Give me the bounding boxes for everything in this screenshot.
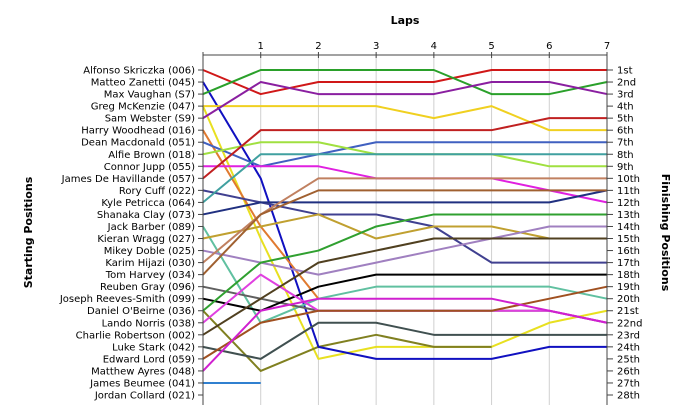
series-line [202,189,607,276]
starting-position-label: Joseph Reeves-Smith (099) [59,294,195,305]
starting-position-label: Sam Webster (S9) [105,114,195,125]
starting-position-label: Kieran Wragg (027) [97,234,195,245]
x-tick-labels: 1 2 3 4 5 6 7 [258,41,611,52]
series-line [202,297,608,372]
finishing-position-label: 10th [617,174,640,185]
series-line [202,153,607,204]
starting-position-label: Jack Barber (089) [107,222,195,233]
finishing-position-label: 13th [617,210,640,221]
finishing-position-label: 1st [617,66,633,77]
series-line [202,225,608,324]
series-line [202,69,608,96]
finishing-position-label: 14th [617,222,640,233]
x-axis-title: Laps [391,14,420,27]
finishing-position-label: 5th [617,114,634,125]
series-line [202,285,608,360]
finishing-position-label: 27th [617,378,640,389]
finishing-position-label: 2nd [617,78,636,89]
starting-position-label: Reuben Gray (096) [100,282,195,293]
finishing-position-label: 8th [617,150,634,161]
finishing-position-label: 6th [617,126,634,137]
finishing-position-label: 3rd [617,90,634,101]
finishing-position-label: 21st [617,306,639,317]
finishing-position-label: 15th [617,234,640,245]
x-tick-label: 1 [258,41,264,52]
finishing-position-label: 16th [617,246,640,257]
starting-position-label: Alfie Brown (018) [108,150,195,161]
x-tick-label: 5 [488,41,494,52]
series-line [202,177,607,264]
starting-position-label: Greg McKenzie (047) [91,102,195,113]
series-line [202,285,608,324]
extra-series-line [202,105,608,360]
series-line [202,117,607,180]
finishing-position-label: 7th [617,138,634,149]
finishing-position-label: 11th [617,186,640,197]
starting-position-labels: Alfonso Skriczka (006)Matteo Zanetti (04… [59,55,204,405]
starting-position-label: Jordan Collard (021) [94,391,195,402]
series-lines [202,69,608,384]
series-line [202,81,608,119]
extra-series-line [202,310,492,372]
starting-position-label: Shanaka Clay (073) [97,210,195,221]
starting-position-label: James Beumee (041) [89,378,195,389]
finishing-position-label: 20th [617,294,640,305]
starting-position-label: Matthew Ayres (048) [91,366,195,377]
series-line [202,225,607,276]
starting-position-label: Max Vaughan (S7) [104,90,195,101]
finishing-position-label: 17th [617,258,640,269]
x-tick-label: 6 [546,41,552,52]
starting-position-label: Alfonso Skriczka (006) [83,66,195,77]
x-tick-label: 4 [431,41,437,52]
starting-position-label: Luke Stark (042) [112,342,195,353]
series-line [202,213,607,312]
series-line [202,237,607,336]
finishing-position-label: 28th [617,391,640,402]
y-axis-title-right: Finishing Positions [659,174,672,292]
starting-position-label: Karim Hijazi (030) [105,258,195,269]
x-tick-label: 3 [373,41,379,52]
starting-position-label: Harry Woodhead (016) [81,126,195,137]
starting-position-label: Dean Macdonald (051) [81,138,195,149]
series-line [202,141,607,168]
finishing-position-label: 25th [617,354,640,365]
series-line [202,81,607,360]
series-line [202,189,608,216]
starting-position-label: James De Havillande (057) [61,174,195,185]
finishing-position-label: 12th [617,198,640,209]
finishing-position-label: 19th [617,282,640,293]
starting-position-label: Charlie Robertson (002) [76,330,195,341]
finishing-position-label: 24th [617,342,640,353]
series-line [202,321,607,360]
starting-position-label: Edward Lord (059) [103,354,195,365]
finishing-position-label: 23rd [617,330,640,341]
y-axis-title-left: Starting Positions [22,176,35,288]
series-line [202,69,607,96]
x-tick-label: 2 [315,41,321,52]
starting-position-label: Matteo Zanetti (045) [91,78,195,89]
finishing-position-label: 22nd [617,318,642,329]
series-line [202,273,607,312]
starting-position-label: Tom Harvey (034) [105,270,195,281]
starting-position-label: Connor Jupp (055) [104,162,195,173]
finishing-position-label: 9th [617,162,634,173]
finishing-position-label: 26th [617,366,640,377]
starting-position-label: Mikey Doble (025) [104,246,195,257]
starting-position-label: Lando Norris (038) [102,318,195,329]
series-line [203,105,607,132]
series-line [202,213,607,240]
finishing-position-labels: 1st2nd3rd4th5th6th7th8th9th10th11th12th1… [606,55,642,405]
starting-position-label: Rory Cuff (022) [119,186,195,197]
starting-position-label: Kyle Petricca (064) [101,198,195,209]
x-tick-label: 7 [604,41,610,52]
finishing-position-label: 4th [617,102,634,113]
finishing-position-label: 18th [617,270,640,281]
starting-position-label: Daniel O'Beirne (036) [87,306,195,317]
